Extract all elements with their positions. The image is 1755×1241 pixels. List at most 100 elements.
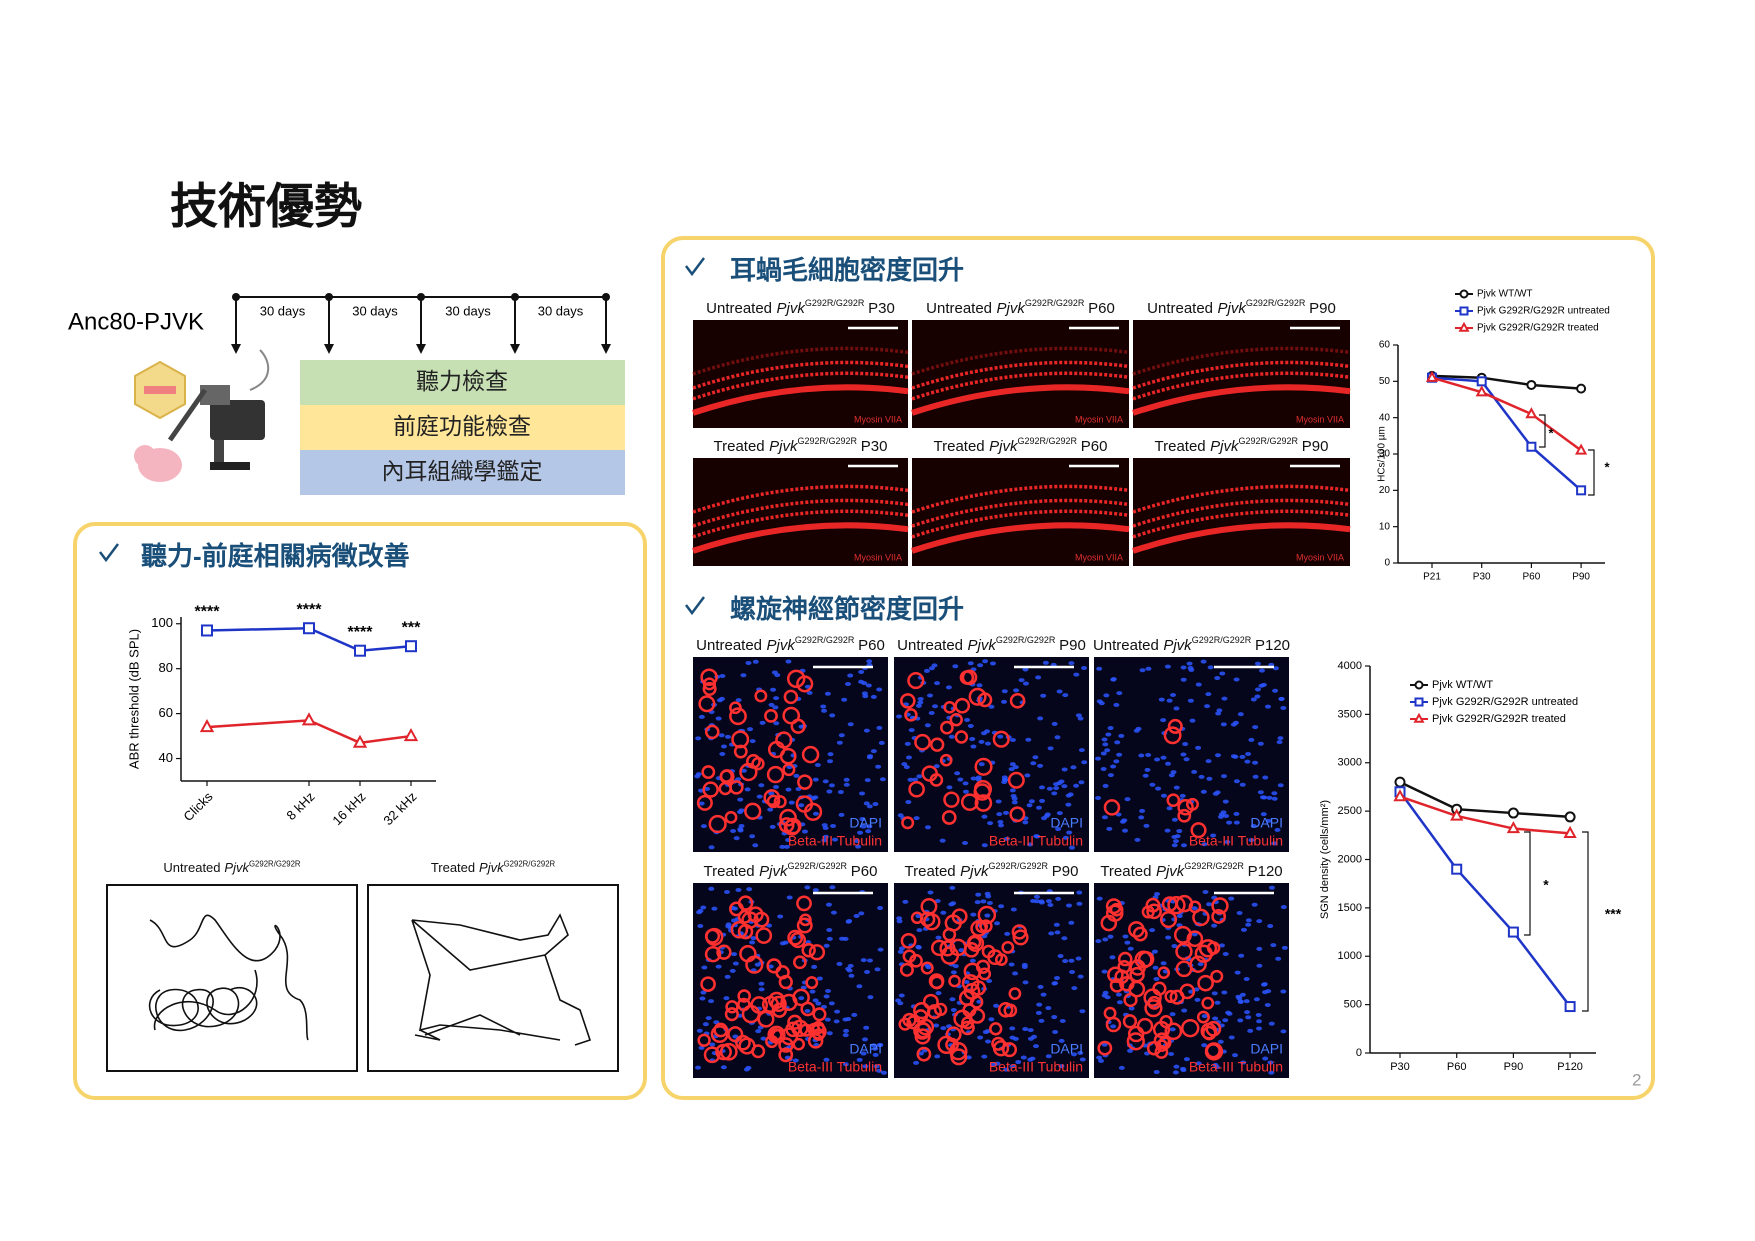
nucleus bbox=[853, 838, 860, 843]
nucleus bbox=[1268, 1021, 1275, 1026]
group: Treated bbox=[905, 863, 956, 880]
neuron bbox=[989, 1022, 1003, 1036]
nucleus bbox=[924, 963, 931, 968]
neuron bbox=[968, 687, 987, 706]
nucleus bbox=[1213, 1065, 1220, 1070]
legend-label: Pjvk G292R/G292R treated bbox=[1432, 713, 1566, 725]
nucleus bbox=[823, 943, 830, 948]
nucleus bbox=[1233, 677, 1240, 682]
nucleus bbox=[1012, 971, 1019, 976]
neuron bbox=[1147, 995, 1162, 1010]
nucleus bbox=[1102, 990, 1109, 995]
nucleus bbox=[1053, 976, 1060, 981]
y-tick-label: 3500 bbox=[1338, 708, 1362, 720]
nucleus bbox=[897, 813, 904, 818]
nucleus bbox=[1018, 678, 1025, 683]
nucleus bbox=[1053, 786, 1060, 791]
nucleus bbox=[1252, 725, 1259, 730]
age: P90 bbox=[1052, 863, 1079, 880]
nucleus bbox=[1195, 682, 1202, 687]
neuron bbox=[719, 769, 735, 785]
nucleus bbox=[978, 739, 985, 744]
nucleus bbox=[1008, 962, 1015, 967]
nucleus bbox=[1033, 834, 1040, 839]
stain-label: Myosin VIIA bbox=[854, 552, 902, 562]
genotype: G292R/G292R bbox=[1184, 861, 1244, 871]
nucleus bbox=[1206, 902, 1213, 907]
nucleus bbox=[783, 844, 790, 849]
nucleus bbox=[785, 659, 792, 664]
marker bbox=[1564, 1001, 1576, 1013]
nucleus bbox=[838, 733, 845, 738]
nucleus bbox=[1268, 1070, 1275, 1075]
marker bbox=[1563, 825, 1577, 838]
nucleus bbox=[769, 824, 776, 829]
nucleus bbox=[940, 910, 947, 915]
nucleus bbox=[988, 704, 995, 709]
nucleus bbox=[755, 1029, 762, 1034]
nucleus bbox=[1215, 711, 1222, 716]
interval-label: 30 days bbox=[538, 303, 584, 318]
nucleus bbox=[989, 661, 996, 666]
neuron bbox=[735, 1034, 751, 1051]
nucleus bbox=[863, 1025, 870, 1030]
nucleus bbox=[1115, 992, 1122, 997]
nucleus bbox=[1232, 754, 1239, 759]
nucleus bbox=[984, 913, 991, 918]
nucleus bbox=[737, 797, 744, 802]
nucleus bbox=[847, 963, 854, 968]
y-tick-label: 500 bbox=[1344, 999, 1362, 1011]
nucleus bbox=[1096, 896, 1103, 901]
nucleus bbox=[792, 1058, 799, 1063]
gene: Pjvk bbox=[777, 300, 807, 317]
x-tick-label: P120 bbox=[1557, 1061, 1583, 1073]
nucleus bbox=[1076, 890, 1083, 895]
stain-label: Myosin VIIA bbox=[854, 414, 902, 424]
nucleus bbox=[1207, 665, 1214, 670]
marker bbox=[403, 727, 419, 742]
nucleus bbox=[1198, 774, 1205, 779]
nucleus bbox=[746, 887, 753, 892]
marker bbox=[201, 624, 213, 637]
nucleus bbox=[735, 887, 742, 892]
nucleus bbox=[1151, 949, 1158, 954]
vector-label: Anc80-PJVK bbox=[68, 308, 204, 335]
nucleus bbox=[842, 1062, 849, 1067]
neuron bbox=[1129, 959, 1146, 976]
nucleus bbox=[1077, 716, 1084, 721]
nucleus bbox=[1232, 1053, 1239, 1058]
nucleus bbox=[1252, 760, 1259, 765]
nucleus bbox=[1038, 1018, 1045, 1023]
nucleus bbox=[986, 978, 993, 983]
cell-row bbox=[911, 522, 1130, 554]
nucleus bbox=[1015, 1060, 1022, 1065]
image-label: Treated PjvkG292R/G292R P90 bbox=[1155, 436, 1329, 455]
neuron bbox=[907, 672, 925, 690]
neuron bbox=[793, 955, 807, 970]
y-tick-label: 30 bbox=[1379, 449, 1391, 460]
neuron bbox=[1175, 942, 1193, 961]
nucleus bbox=[1254, 661, 1261, 666]
nucleus bbox=[828, 783, 835, 788]
nucleus bbox=[877, 906, 884, 911]
nucleus bbox=[1114, 740, 1121, 745]
neuron bbox=[1109, 978, 1125, 993]
nucleus bbox=[725, 924, 732, 929]
neuron bbox=[1164, 989, 1178, 1004]
nucleus bbox=[1059, 1018, 1066, 1023]
neuron bbox=[898, 1017, 912, 1031]
cell-row bbox=[1132, 371, 1351, 401]
track-box bbox=[106, 884, 358, 1072]
nucleus bbox=[801, 829, 808, 834]
nucleus bbox=[924, 825, 931, 830]
nucleus bbox=[1180, 843, 1187, 848]
nucleus bbox=[847, 722, 854, 727]
neuron bbox=[1007, 771, 1025, 789]
neuron bbox=[755, 927, 773, 944]
neuron bbox=[949, 1042, 968, 1061]
significance-label: * bbox=[1604, 459, 1610, 474]
nucleus bbox=[1081, 760, 1088, 765]
nucleus bbox=[845, 1017, 852, 1022]
nucleus bbox=[1066, 903, 1073, 908]
nucleus bbox=[1124, 940, 1131, 945]
